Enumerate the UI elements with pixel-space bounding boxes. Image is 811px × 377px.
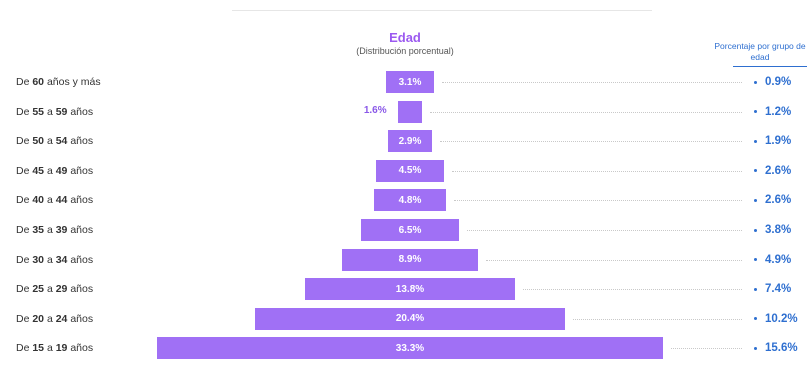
group-percentage-label: 0.9% [765, 76, 792, 88]
chart-title: Edad [389, 30, 421, 45]
bar-data-label: 1.6% [363, 104, 387, 116]
top-divider [232, 10, 652, 11]
bar-data-label: 13.8% [395, 283, 425, 295]
bar: 6.5% [360, 219, 460, 241]
category-label: De 25 a 29 años [16, 283, 94, 296]
bar-data-label: 3.1% [398, 76, 422, 88]
bar: 20.4% [254, 307, 566, 330]
leader-end-dot [754, 228, 757, 232]
leader-line [671, 348, 742, 350]
bar: 4.8% [373, 189, 447, 212]
group-percentage-label: 10.2% [765, 312, 798, 325]
group-percentage-label: 1.2% [765, 105, 792, 118]
bar [397, 100, 423, 123]
leader-end-dot [754, 346, 757, 350]
chart-subtitle: (Distribución porcentual) [356, 46, 454, 56]
bar-data-label: 33.3% [395, 342, 425, 354]
group-percentage-label: 4.9% [765, 253, 792, 266]
bar: 8.9% [342, 248, 478, 271]
leader-line [467, 230, 742, 231]
category-label: De 20 a 24 años [16, 312, 94, 325]
group-percentage-label: 7.4% [765, 283, 792, 296]
leader-end-dot [754, 110, 757, 114]
bar: 13.8% [305, 278, 515, 301]
group-percentage-label: 1.9% [765, 135, 792, 148]
bar-data-label: 20.4% [395, 313, 425, 325]
right-header-underline [733, 66, 807, 67]
leader-line [452, 170, 742, 172]
leader-end-dot [754, 139, 757, 143]
bar: 2.9% [387, 130, 433, 153]
leader-line [440, 141, 742, 143]
category-label: De 45 a 49 años [16, 164, 94, 177]
category-label: De 50 a 54 años [16, 135, 94, 148]
bar-data-label: 4.8% [398, 194, 422, 206]
leader-end-dot [754, 287, 757, 291]
category-label: De 40 a 44 años [16, 194, 94, 207]
leader-line [441, 82, 742, 83]
bar-data-label: 6.5% [398, 224, 422, 236]
leader-line [573, 318, 742, 320]
bar-data-label: 4.5% [398, 165, 422, 177]
leader-line [454, 200, 742, 202]
category-label: De 60 años y más [16, 76, 101, 88]
leader-end-dot [754, 198, 757, 202]
category-label: De 35 a 39 años [16, 224, 94, 236]
bar: 4.5% [375, 159, 445, 182]
right-column-header: Porcentaje por grupo de edad [714, 41, 806, 62]
bar-data-label: 8.9% [398, 254, 422, 266]
leader-line [430, 111, 742, 113]
bar: 33.3% [156, 337, 664, 360]
bar-data-label: 2.9% [398, 135, 422, 147]
category-label: De 55 a 59 años [16, 105, 94, 118]
leader-end-dot [754, 169, 757, 173]
group-percentage-label: 2.6% [765, 194, 792, 207]
group-percentage-label: 3.8% [765, 224, 792, 236]
category-label: De 30 a 34 años [16, 253, 94, 266]
leader-end-dot [754, 80, 757, 84]
bar: 3.1% [386, 71, 434, 93]
leader-line [485, 259, 742, 261]
category-label: De 15 a 19 años [16, 342, 94, 355]
group-percentage-label: 2.6% [765, 164, 792, 177]
leader-end-dot [754, 258, 757, 262]
group-percentage-label: 15.6% [765, 342, 798, 355]
leader-line [522, 289, 742, 291]
leader-end-dot [754, 317, 757, 321]
